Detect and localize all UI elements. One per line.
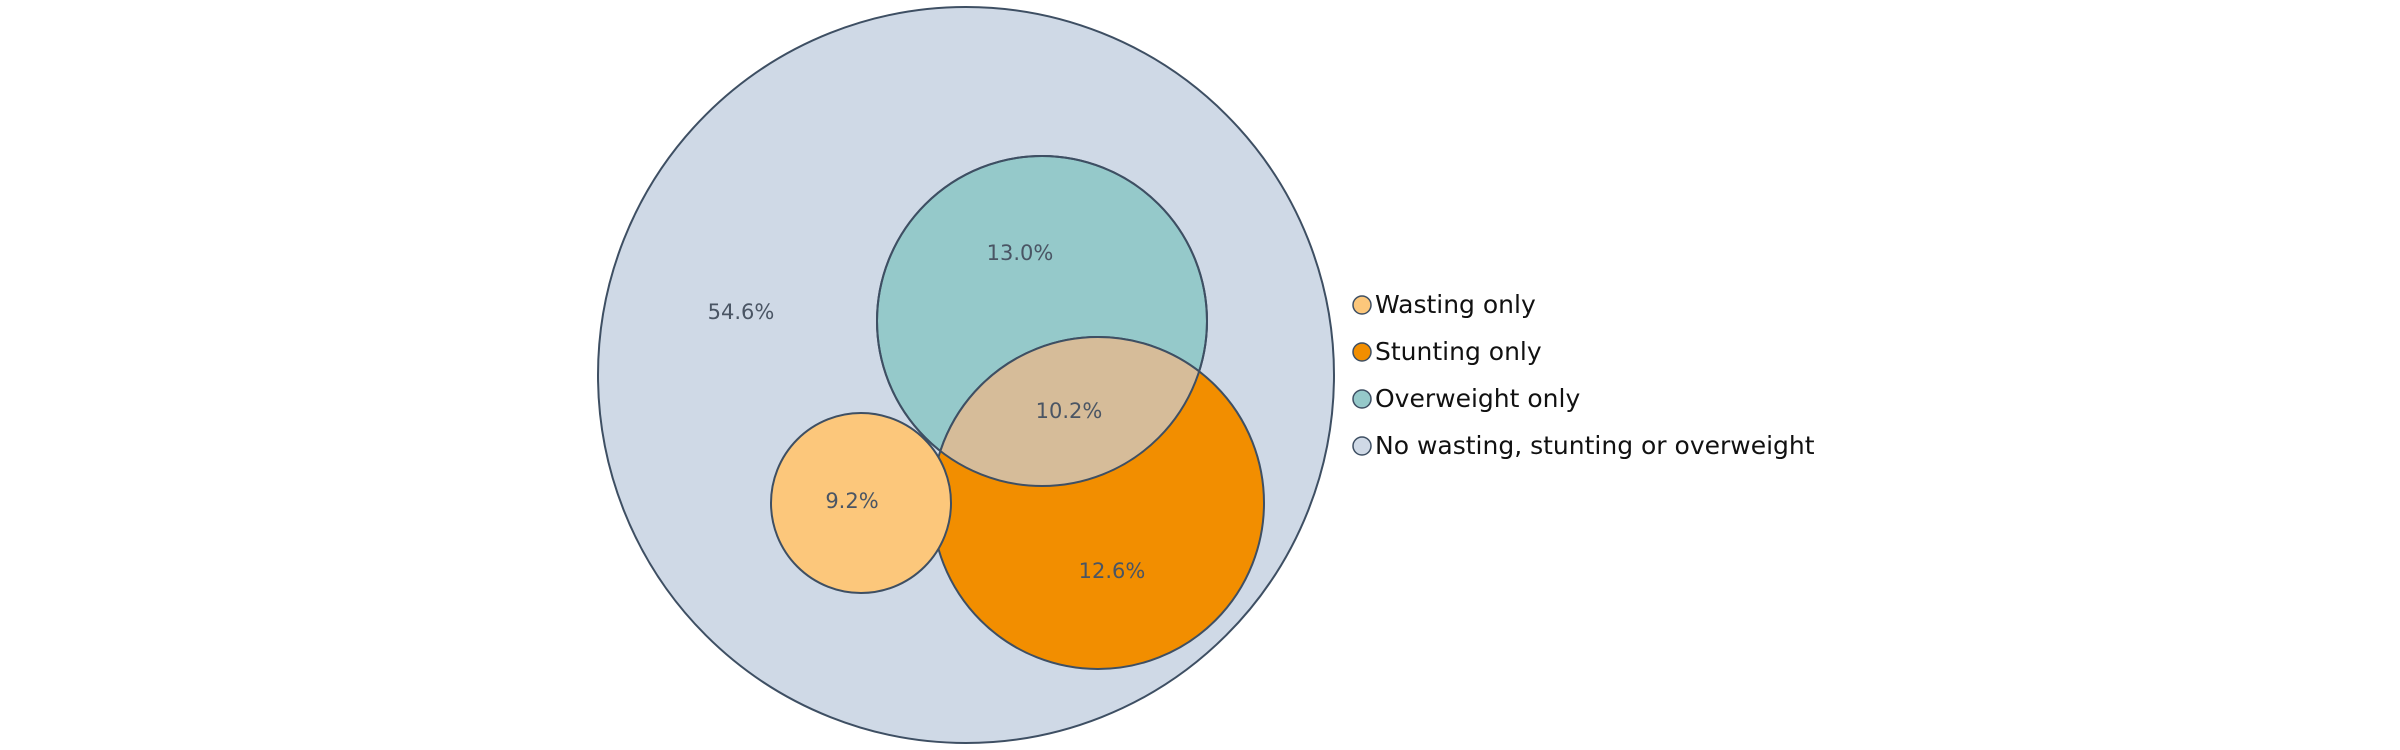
legend-label-stunting: Stunting only bbox=[1375, 337, 1542, 366]
legend-swatch-wasting bbox=[1352, 295, 1372, 315]
legend-label-overweight: Overweight only bbox=[1375, 384, 1580, 413]
venn-overlap-outline-stunting bbox=[931, 336, 1207, 486]
label-overweight: 13.0% bbox=[987, 241, 1054, 265]
legend-label-none: No wasting, stunting or overweight bbox=[1375, 431, 1815, 460]
legend-swatch-overweight bbox=[1352, 389, 1372, 409]
legend-swatch-stunting bbox=[1352, 342, 1372, 362]
legend-item-none: No wasting, stunting or overweight bbox=[1352, 431, 1815, 460]
legend-item-stunting: Stunting only bbox=[1352, 337, 1542, 366]
legend-label-wasting: Wasting only bbox=[1375, 290, 1536, 319]
legend-item-wasting: Wasting only bbox=[1352, 290, 1536, 319]
legend: Wasting only Stunting only Overweight on… bbox=[1352, 290, 1815, 460]
label-none: 54.6% bbox=[708, 300, 775, 324]
label-wasting: 9.2% bbox=[825, 489, 878, 513]
legend-swatch-none bbox=[1352, 436, 1372, 456]
label-overweight-stunting: 10.2% bbox=[1036, 399, 1103, 423]
venn-circle-wasting bbox=[770, 412, 952, 594]
venn-overlap-outline bbox=[876, 155, 1208, 487]
legend-item-overweight: Overweight only bbox=[1352, 384, 1580, 413]
label-stunting: 12.6% bbox=[1079, 559, 1146, 583]
